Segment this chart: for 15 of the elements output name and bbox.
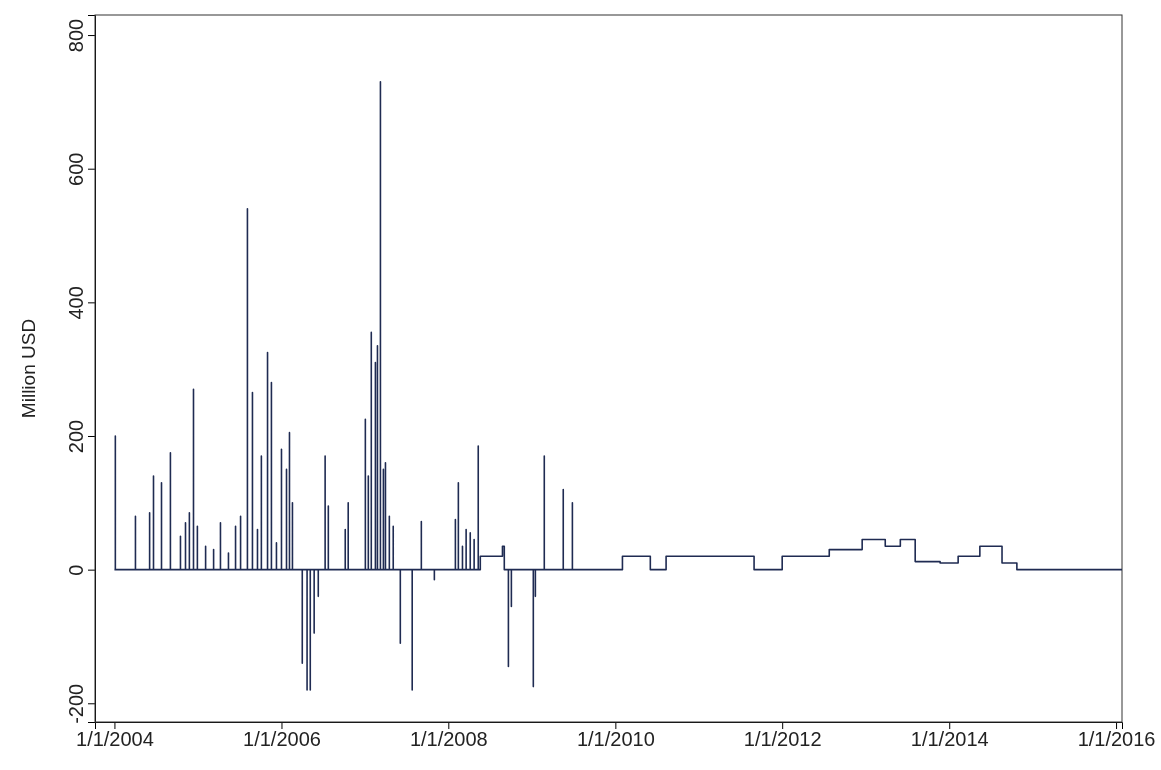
- x-tick-label: 1/1/2012: [743, 728, 822, 751]
- y-tick-label: 400: [65, 286, 87, 320]
- x-tick-label: 1/1/2004: [76, 728, 154, 751]
- y-tick-label: 800: [65, 18, 87, 53]
- x-tick-label: 1/1/2010: [576, 728, 655, 751]
- y-tick-label: 0: [65, 564, 87, 576]
- y-tick-label: -200: [65, 683, 87, 724]
- y-tick-label: 200: [65, 419, 87, 454]
- y-axis-title: Million USD: [18, 318, 39, 419]
- x-tick-label: 1/1/2016: [1077, 728, 1156, 751]
- y-tick-label: 600: [65, 152, 87, 186]
- x-tick-label: 1/1/2014: [910, 728, 989, 751]
- x-tick-label: 1/1/2008: [409, 728, 488, 751]
- x-tick-label: 1/1/2006: [243, 728, 321, 751]
- line-series: [113, 81, 1123, 691]
